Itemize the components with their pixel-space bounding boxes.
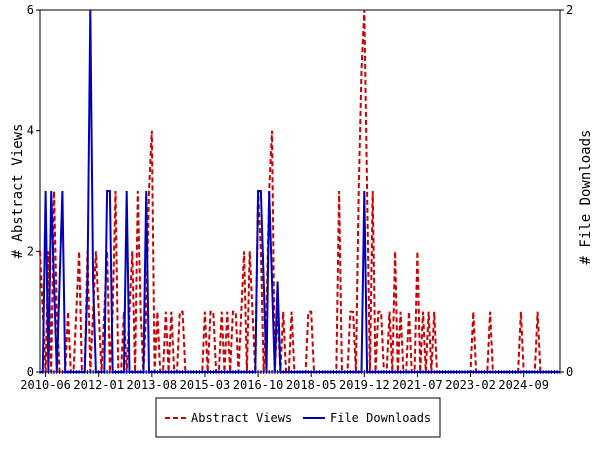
x-axis-tick-label: 2012-01 (73, 378, 124, 392)
legend-label-abstract-views: Abstract Views (191, 411, 292, 425)
legend-label-file-downloads: File Downloads (330, 411, 431, 425)
left-axis-label: # Abstract Views (10, 124, 26, 259)
x-axis-tick-label: 2018-05 (286, 378, 337, 392)
right-axis-label: # File Downloads (578, 130, 594, 265)
left-axis-tick-label: 6 (27, 3, 34, 17)
left-axis-tick-label: 2 (27, 244, 34, 258)
legend: Abstract Views File Downloads (155, 397, 441, 438)
x-axis-tick-label: 2019-12 (339, 378, 390, 392)
right-axis-tick-label: 2 (566, 3, 573, 17)
legend-box (155, 397, 441, 438)
x-axis-tick-label: 2016-10 (233, 378, 284, 392)
x-axis-tick-label: 2023-02 (445, 378, 496, 392)
left-axis-tick-label: 0 (27, 365, 34, 379)
x-axis-tick-label: 2015-03 (180, 378, 231, 392)
x-axis-tick-label: 2013-08 (127, 378, 178, 392)
x-axis-tick-label: 2021-07 (392, 378, 443, 392)
axes-layer: 0 2 4 6 0 2 2010-06 2012-01 2013-08 2015-03 2016-1… (20, 3, 573, 392)
right-axis-tick-label: 0 (566, 365, 573, 379)
left-axis-tick-label: 4 (27, 124, 34, 138)
x-axis-tick-label: 2024-09 (498, 378, 549, 392)
x-axis-tick-label: 2010-06 (20, 378, 71, 392)
